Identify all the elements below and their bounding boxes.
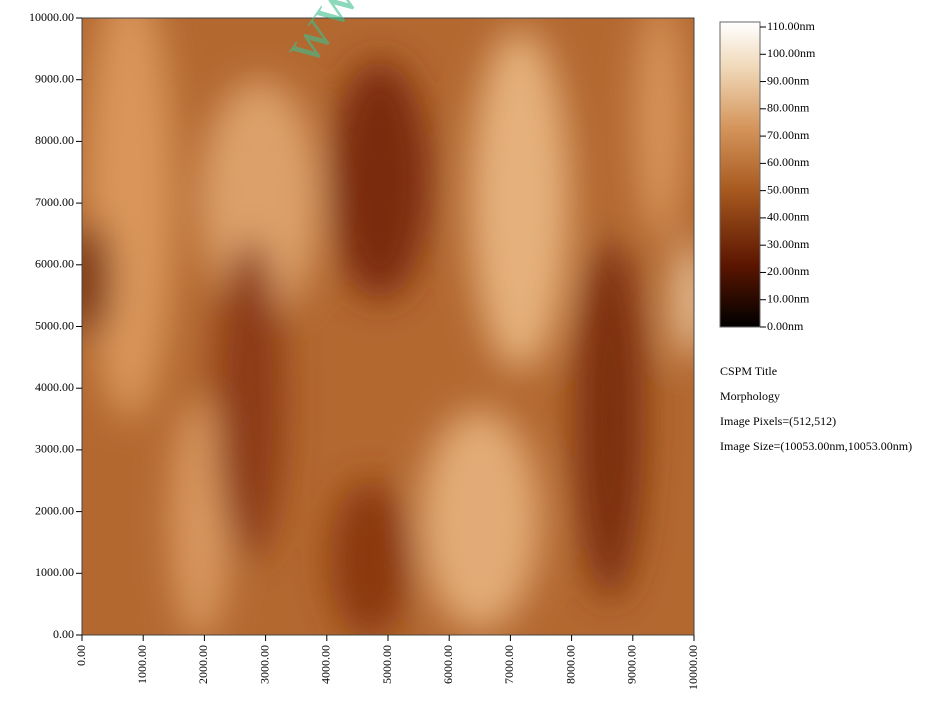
x-tick-label: 0.00 <box>74 645 88 666</box>
colorbar-tick-label: 110.00nm <box>767 19 816 33</box>
x-tick-label: 6000.00 <box>441 645 455 684</box>
info-line: Morphology <box>720 389 780 403</box>
colorbar-tick-label: 20.00nm <box>767 264 810 278</box>
colorbar-tick-label: 0.00nm <box>767 319 804 333</box>
info-line: Image Size=(10053.00nm,10053.00nm) <box>720 439 912 453</box>
colorbar-tick-label: 60.00nm <box>767 155 810 169</box>
x-tick-label: 10000.00 <box>686 645 700 690</box>
colorbar-tick-label: 80.00nm <box>767 101 810 115</box>
x-tick-label: 2000.00 <box>196 645 210 684</box>
y-tick-label: 9000.00 <box>35 71 74 85</box>
y-tick-label: 3000.00 <box>35 442 74 456</box>
info-line: CSPM Title <box>720 364 777 378</box>
colorbar <box>719 21 761 328</box>
x-tick-label: 7000.00 <box>502 645 516 684</box>
colorbar-tick-label: 90.00nm <box>767 73 810 87</box>
x-tick-label: 8000.00 <box>563 645 577 684</box>
y-tick-label: 7000.00 <box>35 195 74 209</box>
colorbar-tick-label: 40.00nm <box>767 210 810 224</box>
x-tick-label: 5000.00 <box>380 645 394 684</box>
y-tick-label: 1000.00 <box>35 565 74 579</box>
colorbar-tick-label: 10.00nm <box>767 291 810 305</box>
height-image <box>82 18 694 635</box>
colorbar-tick-label: 30.00nm <box>767 237 810 251</box>
y-tick-label: 8000.00 <box>35 133 74 147</box>
y-tick-label: 10000.00 <box>29 10 74 24</box>
y-tick-label: 2000.00 <box>35 503 74 517</box>
y-tick-label: 6000.00 <box>35 257 74 271</box>
colorbar-tick-label: 50.00nm <box>767 182 810 196</box>
colorbar-tick-label: 70.00nm <box>767 128 810 142</box>
x-tick-label: 9000.00 <box>625 645 639 684</box>
x-tick-label: 1000.00 <box>135 645 149 684</box>
info: CSPM Title Morphology Image Pixels=(512,… <box>720 364 912 453</box>
y-tick-label: 5000.00 <box>35 318 74 332</box>
x-tick-label: 4000.00 <box>319 645 333 684</box>
y-tick-label: 0.00 <box>53 627 74 641</box>
y-tick-label: 4000.00 <box>35 380 74 394</box>
x-tick-label: 3000.00 <box>257 645 271 684</box>
colorbar-tick-label: 100.00nm <box>767 46 816 60</box>
info-line: Image Pixels=(512,512) <box>720 414 836 428</box>
